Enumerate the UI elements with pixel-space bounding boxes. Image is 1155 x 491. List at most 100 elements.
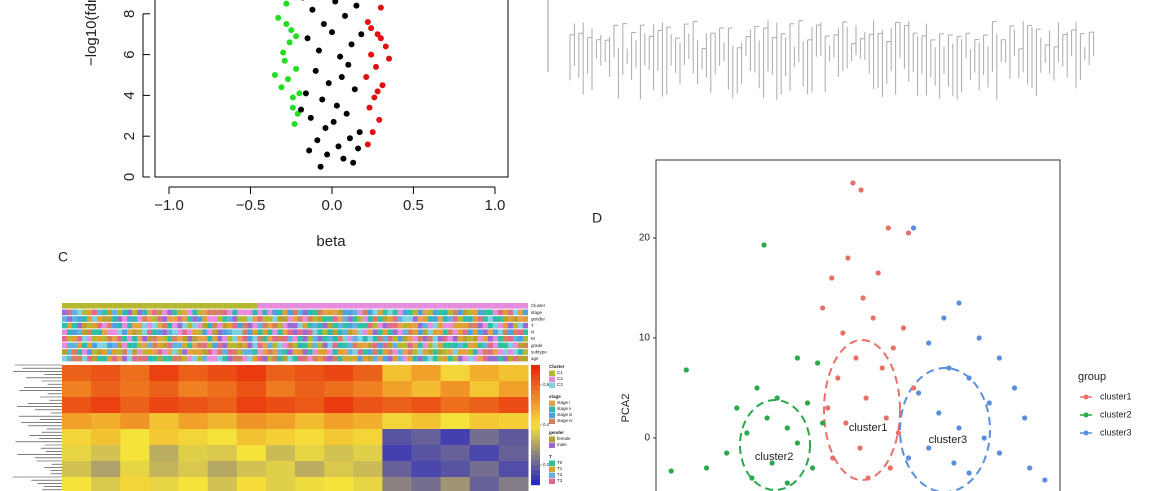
annotation-cell — [87, 329, 93, 335]
heatmap-cell — [295, 397, 325, 414]
annotation-cell — [492, 316, 498, 322]
annotation-cell — [392, 309, 398, 316]
legend-label: stage i — [557, 400, 570, 405]
annotation-cell — [382, 316, 388, 322]
annotation-cell — [422, 342, 428, 349]
annotation-cell — [72, 303, 78, 309]
ellipses — [739, 339, 991, 491]
point — [850, 180, 856, 186]
annotation-cell — [517, 322, 524, 329]
annotation-cell — [372, 329, 378, 335]
annotation-cell — [152, 342, 158, 349]
annotation-cell — [282, 322, 288, 329]
point — [946, 365, 952, 371]
annotation-cell — [267, 336, 273, 342]
colorbar-tick-label: 0.2 — [543, 462, 550, 467]
legend-label: C1 — [557, 370, 563, 375]
annotation-cell — [187, 342, 193, 349]
colorbar-step — [531, 364, 540, 371]
annotation-cell — [392, 303, 398, 309]
annotation-cell — [437, 329, 443, 335]
annotation-cell — [227, 355, 233, 362]
point — [368, 51, 375, 58]
colorbar-step — [531, 424, 540, 431]
legend-label: T2 — [557, 472, 563, 477]
annotation-cell — [467, 322, 473, 329]
annotation-cell — [522, 309, 529, 316]
colorbar-step — [531, 384, 540, 391]
annotation-cell — [377, 342, 383, 349]
annotation-cell — [142, 322, 148, 329]
annotation-cell — [382, 355, 388, 362]
annotation-cell — [142, 342, 148, 349]
annotation-cell — [372, 349, 378, 355]
annotation-cell — [247, 309, 253, 316]
annotation-cell — [67, 342, 73, 349]
colorbar-step — [531, 454, 540, 461]
annotation-cell — [297, 316, 303, 322]
annotation-cell — [152, 316, 158, 322]
point — [356, 129, 363, 136]
annotation-cell — [347, 322, 353, 329]
annotation-cell — [337, 303, 343, 309]
annotation-cell — [407, 355, 413, 362]
annotation-cell — [92, 349, 98, 355]
point — [298, 106, 305, 113]
legend-label: C2 — [557, 376, 563, 381]
heatmap-cell — [120, 413, 150, 430]
annotation-cell — [507, 336, 513, 342]
annotation-cell — [147, 355, 153, 362]
annotation-cell — [417, 309, 423, 316]
annotation-cell — [512, 349, 518, 355]
annotation-cell — [432, 342, 438, 349]
heatmap-cell — [149, 365, 179, 382]
annotation: cluster2 — [755, 451, 794, 463]
annotation-cell — [122, 322, 128, 329]
annotation-cell — [302, 309, 308, 316]
point — [857, 445, 863, 451]
annotation-cell — [477, 303, 483, 309]
annotation-cell — [62, 355, 68, 362]
heatmap-cell — [120, 381, 150, 398]
annotation-cell — [142, 316, 148, 322]
heatmap-cell — [207, 477, 238, 491]
annotation-cell — [237, 349, 243, 355]
annotation-cell — [87, 322, 93, 329]
annotation-cell — [92, 316, 98, 322]
annotation-cell — [517, 349, 524, 355]
point — [887, 465, 893, 471]
annotation-cell — [487, 355, 493, 362]
annotation-cell — [462, 355, 468, 362]
annotation-cell — [467, 329, 473, 335]
annotation-cell — [492, 303, 498, 309]
legend-swatch — [549, 382, 555, 388]
heatmap-cell — [91, 381, 121, 398]
annotation-cell — [237, 316, 243, 322]
annotation-cell — [342, 309, 348, 316]
annotation-cell — [132, 309, 138, 316]
heatmap-cell — [440, 381, 471, 398]
annotation-cell — [122, 303, 128, 309]
annotation-cell — [182, 342, 188, 349]
point — [966, 470, 972, 476]
annotation-cell — [302, 355, 308, 362]
point — [976, 335, 982, 341]
heatmap-cell — [353, 461, 383, 478]
heatmap-cell — [120, 461, 150, 478]
legend-label: male — [557, 442, 567, 447]
point — [820, 420, 826, 426]
point — [377, 4, 384, 11]
y-tick-label: 4 — [121, 91, 138, 99]
point — [986, 400, 992, 406]
annotation-cell — [292, 336, 298, 342]
annotation-cell — [322, 303, 328, 309]
heatmap-cell — [411, 477, 442, 491]
annotation-cell — [317, 309, 323, 316]
annotation-cell — [217, 355, 223, 362]
annotation-cell — [337, 322, 343, 329]
annotation-cell — [522, 322, 529, 329]
point — [845, 255, 851, 261]
annotation-cell — [132, 322, 138, 329]
annotation-cell — [397, 349, 403, 355]
annotation-cell — [442, 303, 448, 309]
